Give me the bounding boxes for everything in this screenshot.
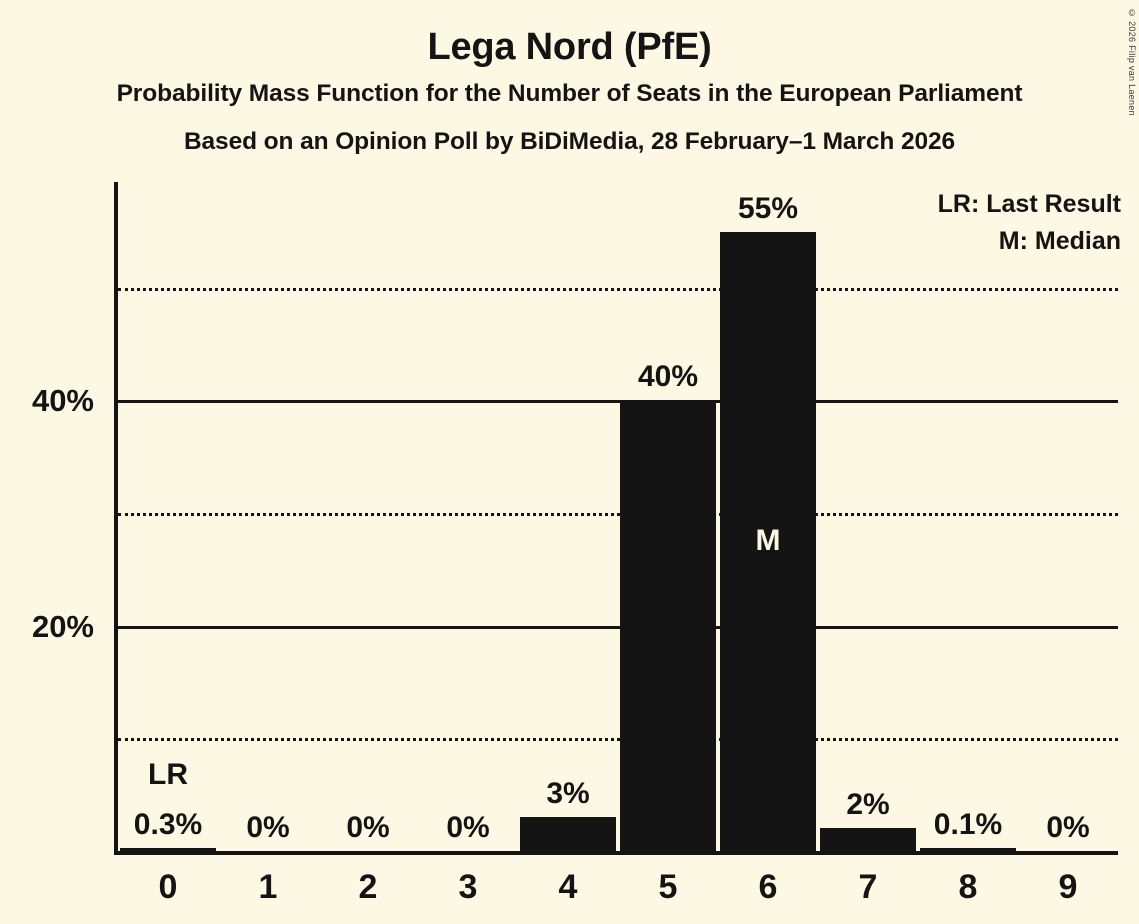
title-block: Lega Nord (PfE) Probability Mass Functio…: [0, 0, 1139, 159]
bar-value-label: 0.1%: [933, 808, 1003, 841]
y-tick-label: 40%: [31, 383, 94, 419]
chart-subtitle-source: Based on an Opinion Poll by BiDiMedia, 2…: [183, 128, 956, 155]
bar-slot[interactable]: 0.1%: [918, 182, 1018, 851]
gridline-50: [118, 287, 1118, 291]
bar-slot[interactable]: 40%: [618, 182, 718, 851]
bar-slot[interactable]: 0%: [218, 182, 318, 851]
bar-slot[interactable]: 0%: [418, 182, 518, 851]
x-tick-label: 9: [1058, 868, 1078, 906]
copyright-notice: © 2026 Filip van Laenen: [1127, 8, 1137, 116]
bar[interactable]: [120, 847, 216, 851]
x-tick-label: 0: [158, 868, 178, 906]
bar-slot[interactable]: 2%: [818, 182, 918, 851]
x-tick-label: 1: [258, 868, 278, 906]
x-tick-label: 3: [458, 868, 478, 906]
bar-series: 0.3% LR 0% 0% 0% 3% 40% 55% M 2% 0.1% 0%: [118, 182, 1118, 851]
bar-marker-lr: LR: [148, 757, 188, 791]
bar-slot[interactable]: 0%: [318, 182, 418, 851]
plot-area: 20% 40% 0.3% LR 0% 0% 0% 3% 40% 55% M 2% 0.1% 0% 0 1 2…: [32, 182, 1118, 904]
x-tick-label: 5: [658, 868, 678, 906]
x-tick-label: 4: [558, 868, 578, 906]
chart-subtitle: Probability Mass Function for the Number…: [116, 80, 1023, 107]
bar-slot[interactable]: 0%: [1018, 182, 1118, 851]
bar-marker-m: M: [755, 524, 781, 558]
x-tick-label: 8: [958, 868, 978, 906]
x-tick-label: 6: [758, 868, 778, 906]
gridline-30: [118, 513, 1118, 517]
bar-slot[interactable]: 3%: [518, 182, 618, 851]
bar-value-label: 0%: [246, 811, 290, 844]
bar-value-label: 2%: [846, 788, 890, 822]
gridline-10: [118, 738, 1118, 742]
bar-slot[interactable]: 55% M: [718, 182, 818, 851]
bar-value-label: 0%: [446, 811, 490, 844]
bar[interactable]: [620, 400, 716, 851]
y-axis-line: [114, 182, 118, 852]
bar-value-label: 0%: [346, 811, 390, 844]
bar-value-label: 0%: [1046, 811, 1090, 844]
y-tick-label: 20%: [31, 608, 94, 644]
gridline-20: [118, 625, 1118, 629]
bar-slot[interactable]: 0.3% LR: [118, 182, 218, 851]
bar-value-label: 3%: [546, 777, 590, 811]
bar[interactable]: [920, 848, 1016, 851]
bar-value-label: 40%: [637, 360, 699, 394]
gridline-40: [118, 400, 1118, 404]
page-title: Lega Nord (PfE): [427, 26, 712, 68]
legend-entry-last-result: LR: Last Result: [937, 190, 1121, 218]
legend-entry-median: M: Median: [998, 227, 1121, 255]
legend: LR: Last Result M: Median: [938, 186, 1121, 260]
bar[interactable]: [720, 231, 816, 851]
x-tick-label: 7: [858, 868, 878, 906]
x-axis-line: [114, 851, 1118, 855]
bar-value-label: 55%: [737, 191, 799, 225]
bar-value-label: 0.3%: [133, 807, 203, 841]
bar[interactable]: [520, 817, 616, 851]
x-tick-label: 2: [358, 868, 378, 906]
bar[interactable]: [820, 828, 916, 851]
